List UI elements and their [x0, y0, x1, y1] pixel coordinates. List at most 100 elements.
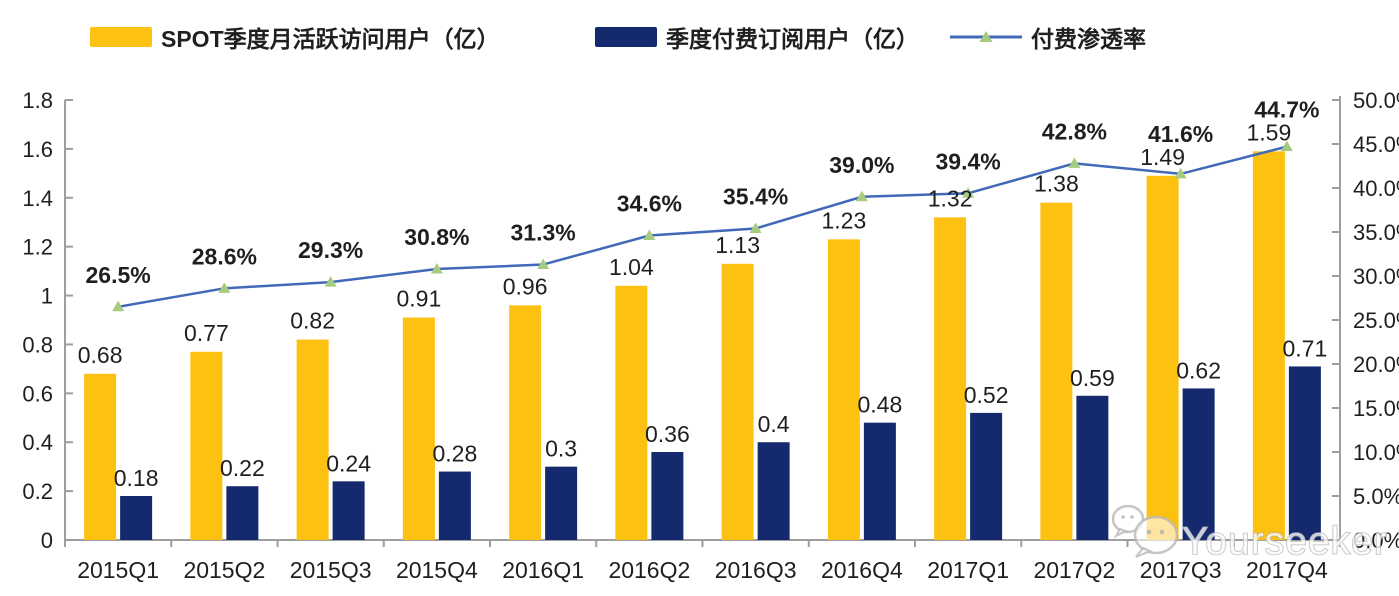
mau-bar-label: 1.32 — [928, 185, 973, 211]
subs-bar-label: 0.28 — [432, 441, 477, 467]
mau-bar — [402, 317, 435, 540]
subs-bar-label: 0.18 — [114, 465, 159, 491]
penetration-line — [117, 145, 1288, 309]
left-axis-tick-label: 0 — [41, 528, 53, 553]
yellow-bar-swatch — [90, 27, 152, 47]
left-axis-tick-label: 0.2 — [22, 479, 53, 504]
right-axis-tick-label: 45.0% — [1353, 132, 1399, 157]
right-axis-tick-label: 15.0% — [1353, 396, 1399, 421]
mau-bar-label: 1.38 — [1034, 171, 1079, 197]
legend-label-mau: SPOT季度月活跃访问用户（亿） — [161, 26, 500, 52]
penetration-point-label: 41.6% — [1148, 121, 1213, 147]
mau-bar-label: 1.23 — [821, 207, 866, 233]
penetration-marker — [962, 187, 975, 198]
x-axis-category-label: 2015Q3 — [290, 557, 372, 583]
mau-bar — [827, 239, 860, 541]
penetration-marker — [1068, 157, 1081, 168]
x-axis-category-label: 2017Q1 — [927, 557, 1009, 583]
x-axis-category-label: 2016Q1 — [502, 557, 584, 583]
mau-bar-label: 0.82 — [290, 308, 335, 334]
left-axis-tick-label: 1.2 — [22, 235, 53, 260]
penetration-point-label: 44.7% — [1254, 96, 1319, 122]
penetration-marker — [855, 190, 868, 202]
penetration-marker — [430, 262, 443, 274]
penetration-point-label: 28.6% — [192, 243, 257, 269]
subs-bar-label: 0.4 — [758, 411, 790, 437]
x-axis-category-label: 2016Q3 — [715, 557, 797, 583]
penetration-marker — [537, 258, 550, 270]
subs-bar-label: 0.24 — [326, 450, 371, 476]
right-axis-tick-label: 10.0% — [1353, 440, 1399, 465]
penetration-marker — [1280, 140, 1293, 152]
subs-bar — [1076, 395, 1109, 540]
mau-bar — [615, 285, 648, 540]
right-axis-tick-label: 40.0% — [1353, 176, 1399, 201]
subs-bar — [970, 412, 1003, 540]
left-axis-tick-label: 0.4 — [22, 430, 53, 455]
mau-bar-label: 1.49 — [1140, 144, 1185, 170]
penetration-point-label: 39.0% — [829, 152, 894, 178]
subs-bar-label: 0.36 — [645, 421, 690, 447]
subs-bar — [438, 471, 471, 540]
subs-bar-label: 0.59 — [1070, 365, 1115, 391]
subs-bar — [1288, 366, 1321, 540]
mau-bar — [1040, 202, 1073, 540]
x-axis-category-label: 2017Q3 — [1140, 557, 1222, 583]
left-axis-tick-label: 0.8 — [22, 332, 53, 357]
x-axis-category-label: 2016Q2 — [608, 557, 690, 583]
penetration-point-label: 31.3% — [511, 220, 576, 246]
subs-bar-label: 0.62 — [1176, 357, 1221, 383]
mau-bar — [934, 217, 967, 541]
subs-bar — [120, 496, 153, 540]
subs-bar — [332, 481, 365, 540]
mau-bar — [509, 305, 542, 540]
mau-bar-label: 0.68 — [78, 342, 123, 368]
legend-item-mau: SPOT季度月活跃访问用户（亿） — [90, 20, 500, 54]
mau-bar-label: 1.04 — [609, 254, 654, 280]
right-axis-tick-label: 5.0% — [1353, 484, 1399, 509]
penetration-marker — [112, 300, 125, 312]
subs-bar-label: 0.22 — [220, 455, 265, 481]
subs-bar — [757, 442, 790, 540]
subs-bar-label: 0.52 — [964, 382, 1009, 408]
subs-bar — [1182, 388, 1215, 540]
legend-label-penetration: 付费渗透率 — [1031, 26, 1146, 52]
mau-bar — [190, 351, 223, 540]
legend-label-subscribers: 季度付费订阅用户（亿） — [666, 26, 919, 52]
right-axis-tick-label: 0.0% — [1353, 528, 1399, 553]
mau-bar-label: 1.59 — [1246, 119, 1291, 145]
legend-item-penetration: 付费渗透率 — [950, 20, 1146, 54]
penetration-marker — [1174, 167, 1187, 179]
penetration-point-label: 42.8% — [1042, 118, 1107, 144]
penetration-point-label: 34.6% — [617, 191, 682, 217]
mau-bar — [296, 339, 329, 540]
left-axis-tick-label: 1 — [41, 284, 53, 309]
line-marker-swatch — [950, 31, 1022, 42]
right-axis-tick-label: 25.0% — [1353, 308, 1399, 333]
mau-bar — [1146, 175, 1179, 540]
penetration-point-label: 35.4% — [723, 183, 788, 209]
navy-bar-swatch — [595, 27, 657, 47]
subs-bar — [226, 486, 259, 540]
subs-bar-label: 0.48 — [857, 392, 902, 418]
subs-bar-label: 0.71 — [1282, 335, 1327, 361]
mau-bar — [84, 373, 117, 540]
right-axis-tick-label: 35.0% — [1353, 220, 1399, 245]
legend-item-subscribers: 季度付费订阅用户（亿） — [595, 20, 919, 54]
penetration-marker — [749, 222, 762, 233]
penetration-marker — [643, 229, 656, 241]
x-axis-category-label: 2017Q2 — [1033, 557, 1115, 583]
right-axis-tick-label: 30.0% — [1353, 264, 1399, 289]
x-axis-category-label: 2016Q4 — [821, 557, 903, 583]
mau-bar-label: 0.96 — [503, 273, 548, 299]
subs-bar — [651, 452, 684, 540]
penetration-point-label: 26.5% — [86, 262, 151, 288]
mau-bar — [721, 263, 754, 540]
x-axis-category-label: 2015Q1 — [77, 557, 159, 583]
mau-bar-label: 0.91 — [396, 286, 441, 312]
left-axis-tick-label: 1.6 — [22, 137, 53, 162]
x-axis-category-label: 2015Q4 — [396, 557, 478, 583]
penetration-point-label: 29.3% — [298, 237, 363, 263]
